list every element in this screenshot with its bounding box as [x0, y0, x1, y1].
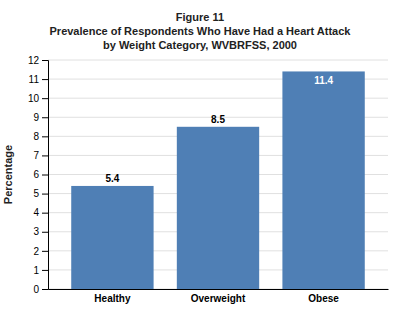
tick-label: 11 [29, 74, 40, 85]
tick: Overweight [191, 289, 246, 304]
data-label: 8.5 [211, 114, 225, 125]
tick-label: Obese [308, 293, 339, 304]
tick-mark [42, 194, 48, 195]
tick: 6 [33, 169, 48, 180]
title-group: Figure 11 Prevalence of Respondents Who H… [50, 11, 352, 51]
tick: 9 [33, 112, 48, 123]
tick-label: 0 [33, 284, 39, 295]
tick-label: 8 [33, 131, 39, 142]
chart: Figure 11 Prevalence of Respondents Who H… [0, 0, 400, 317]
grid-line [48, 60, 388, 61]
tick-label: 1 [33, 265, 39, 276]
y-axis: 0123456789101112 [28, 55, 49, 295]
tick-mark [42, 60, 48, 61]
data-labels: 5.4 8.5 11.4 [105, 75, 333, 184]
bar [177, 127, 259, 289]
tick: Healthy [94, 289, 131, 304]
bars [71, 71, 365, 289]
axis-line [49, 289, 389, 290]
y-axis-label: Percentage [2, 145, 14, 204]
tick: 3 [33, 226, 48, 237]
tick: 0 [33, 284, 48, 295]
tick-label: 2 [33, 246, 39, 257]
tick-mark [42, 98, 48, 99]
tick-label: Healthy [94, 293, 131, 304]
grid [48, 60, 388, 289]
tick-mark [42, 270, 48, 271]
tick-label: 6 [33, 169, 39, 180]
tick: 7 [33, 150, 48, 161]
tick: 10 [28, 93, 48, 104]
title: Figure 11 [176, 11, 224, 23]
bar [71, 186, 153, 289]
tick-mark [42, 155, 48, 156]
tick-label: 12 [28, 55, 40, 66]
tick-label: 10 [28, 93, 40, 104]
tick: 5 [33, 188, 48, 199]
tick-mark [42, 117, 48, 118]
tick: 8 [33, 131, 48, 142]
tick: 2 [33, 246, 48, 257]
title: Prevalence of Respondents Who Have Had a… [50, 25, 352, 37]
tick: 1 [33, 265, 48, 276]
tick: 12 [28, 55, 48, 66]
x-axis: Healthy Overweight Obese [49, 289, 389, 304]
tick-mark [42, 289, 48, 290]
data-label: 5.4 [105, 173, 119, 184]
tick: 4 [33, 207, 48, 218]
bar [282, 71, 364, 289]
data-label: 11.4 [314, 75, 333, 86]
tick: Obese [308, 289, 339, 304]
tick-mark [42, 136, 48, 137]
tick-mark [42, 213, 48, 214]
tick: 11 [29, 74, 48, 85]
tick-mark [42, 175, 48, 176]
tick-label: 4 [33, 207, 39, 218]
tick-label: Overweight [191, 293, 246, 304]
tick-label: 3 [33, 226, 39, 237]
tick-label: 9 [33, 112, 39, 123]
plot: 0123456789101112HealthyOverweightObesePe… [2, 55, 389, 304]
tick-label: 7 [33, 150, 39, 161]
tick-mark [42, 232, 48, 233]
title: by Weight Category, WVBRFSS, 2000 [103, 39, 297, 51]
tick-label: 5 [33, 188, 39, 199]
tick-mark [42, 79, 48, 80]
axis-line [42, 61, 49, 290]
tick-mark [42, 251, 48, 252]
